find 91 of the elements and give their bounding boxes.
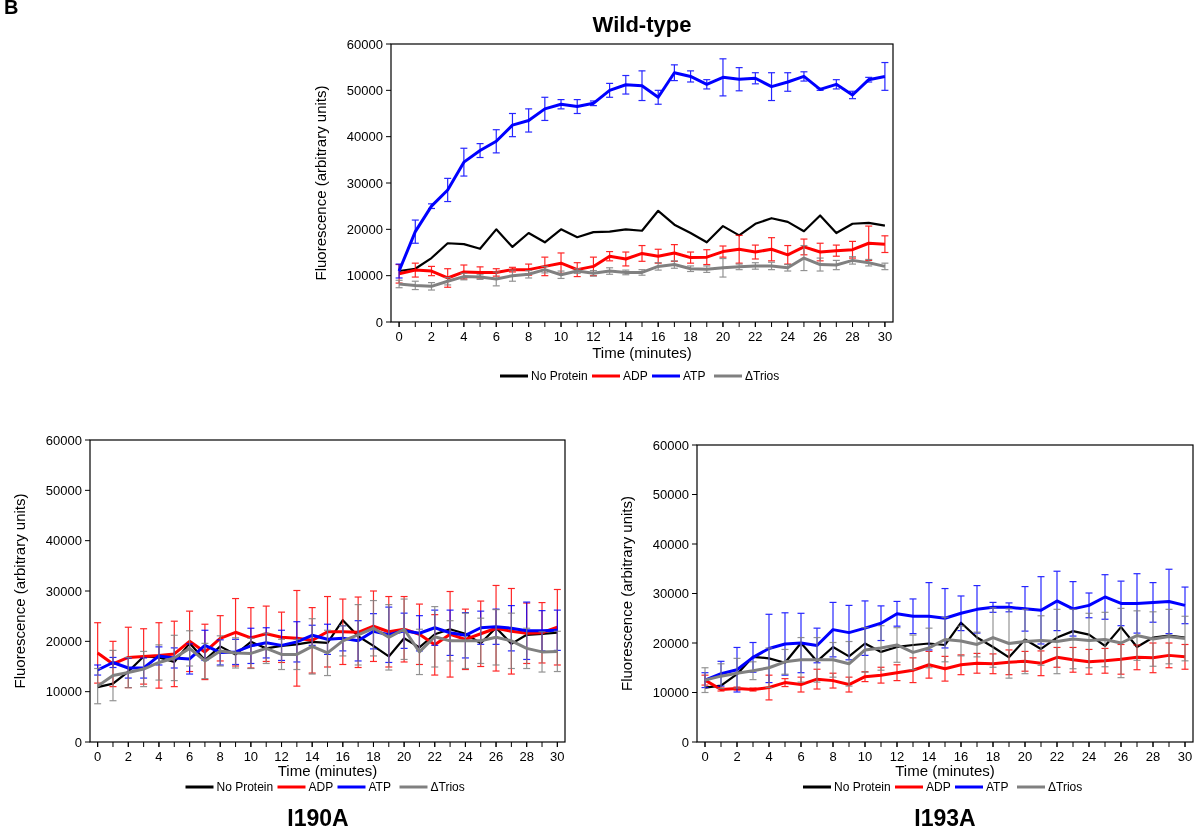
x-tick-label: 26 [488,749,504,764]
x-tick-label: 22 [748,329,763,344]
y-axis-title: Fluorescence (arbitrary units) [11,493,28,689]
x-tick-label: 8 [829,749,837,764]
x-tick-label: 16 [650,329,666,344]
x-tick-label: 4 [765,749,773,764]
x-tick-label: 4 [460,329,468,344]
legend-label: ADP [308,780,334,794]
x-tick-label: 6 [492,329,500,344]
x-tick-label: 12 [586,329,601,344]
x-tick-label: 12 [889,749,905,764]
y-tick-label: 20000 [652,635,689,651]
legend-label: ΔTrios [1048,780,1083,794]
legend-label: No Protein [834,780,891,794]
legend-label: No Protein [216,780,274,794]
legend-label: No Protein [531,369,588,383]
legend-label: ΔTrios [745,369,780,383]
x-tick-label: 0 [94,749,102,764]
x-tick-label: 28 [845,329,860,344]
x-tick-label: 22 [427,749,442,764]
y-tick-label: 10000 [652,685,689,700]
legend-label: ATP [683,369,706,383]
y-tick-label: 10000 [346,268,383,284]
y-axis-title: Fluorescence (arbitrary units) [312,85,329,281]
x-tick-label: 10 [553,329,569,344]
x-tick-label: 8 [525,329,533,344]
y-tick-label: 60000 [45,432,82,448]
x-tick-label: 28 [519,749,534,764]
x-tick-label: 24 [1081,749,1097,764]
x-tick-label: 10 [243,749,259,764]
x-axis-title: Time (minutes) [277,762,378,779]
y-axis-title: Fluorescence (arbitrary units) [618,495,635,692]
x-tick-label: 6 [185,749,194,764]
legend-label: ADP [623,369,648,383]
x-tick-label: 20 [715,329,731,344]
x-tick-label: 18 [985,749,1001,764]
text: I190A [287,805,349,831]
x-tick-label: 10 [857,749,873,764]
x-tick-label: 6 [797,749,805,764]
y-tick-label: 30000 [652,586,689,601]
y-tick-label: 10000 [45,684,82,700]
x-tick-label: 2 [124,749,132,764]
x-tick-label: 24 [780,329,795,344]
y-tick-label: 50000 [45,482,82,498]
x-tick-label: 30 [1177,749,1193,764]
x-tick-label: 12 [274,749,289,764]
legend-label: ΔTrios [430,780,465,794]
y-tick-label: 40000 [652,536,689,552]
chart-title: Wild-type [592,12,692,37]
x-tick-label: 14 [921,749,937,764]
x-tick-label: 28 [1145,749,1161,764]
y-tick-label: 20000 [346,221,383,237]
y-tick-label: 50000 [346,82,383,98]
x-tick-label: 16 [335,749,351,764]
x-axis-title: Time (minutes) [592,344,692,361]
x-tick-label: 2 [427,329,436,344]
x-tick-label: 0 [395,329,403,344]
y-tick-label: 40000 [45,533,82,549]
x-tick-label: 4 [155,749,163,764]
y-tick-label: 30000 [45,583,82,599]
y-tick-label: 40000 [346,129,383,145]
x-tick-label: 2 [733,749,741,764]
y-tick-label: 60000 [346,36,383,52]
x-tick-label: 20 [1017,749,1033,764]
x-tick-label: 14 [304,749,320,764]
x-tick-label: 26 [812,329,828,344]
x-tick-label: 30 [550,749,565,764]
x-tick-label: 14 [618,329,634,344]
text: I193A [914,805,976,831]
y-tick-label: 50000 [652,487,689,502]
x-tick-label: 30 [877,329,893,344]
x-tick-label: 16 [953,749,969,764]
legend-label: ADP [926,780,951,794]
x-tick-label: 18 [683,329,698,344]
x-tick-label: 22 [1049,749,1065,764]
y-tick-label: 0 [375,314,383,330]
legend-label: ATP [368,780,391,794]
x-tick-label: 0 [701,749,709,764]
x-tick-label: 20 [396,749,412,764]
x-tick-label: 24 [458,749,473,764]
text: B [4,0,19,18]
x-tick-label: 26 [1113,749,1129,764]
y-tick-label: 0 [681,734,689,750]
y-tick-label: 30000 [346,175,383,191]
legend-label: ATP [986,780,1009,794]
y-tick-label: 20000 [45,633,82,649]
y-tick-label: 60000 [652,437,689,453]
y-tick-label: 0 [74,734,82,750]
x-tick-label: 18 [366,749,381,764]
x-tick-label: 8 [216,749,224,764]
x-axis-title: Time (minutes) [895,762,995,779]
